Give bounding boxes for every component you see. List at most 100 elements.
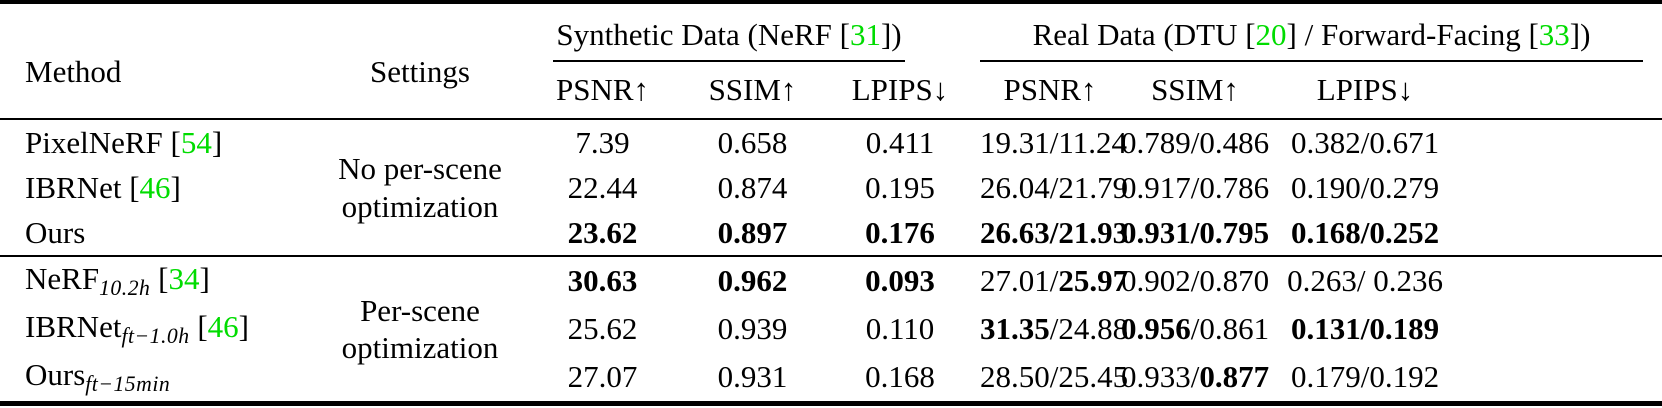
col-header-psnr-synthetic: PSNR↑	[555, 72, 650, 108]
value-ff: 0.252	[1369, 214, 1440, 250]
method-subscript: 10.2h	[99, 276, 151, 301]
citation-number: 54	[180, 124, 212, 160]
spacer-cell	[1460, 305, 1662, 353]
col-header-ssim-real: SSIM↑	[1151, 72, 1239, 108]
slash-separator: /	[1360, 359, 1370, 395]
table-row-pixelnerf: PixelNeRF [54] No per-scene optimization…	[0, 119, 1662, 224]
spacer-cell	[1460, 353, 1662, 404]
cell-real-psnr: 28.50/25.45	[980, 353, 1128, 404]
slash-separator: /	[1360, 169, 1370, 205]
citation-number: 33	[1538, 16, 1570, 52]
value-ff: 25.45	[1058, 359, 1129, 395]
value-ff: 0.861	[1199, 311, 1270, 347]
cell-syn-lpips: 0.110	[865, 311, 935, 347]
citation-bracket: [	[189, 309, 208, 345]
cell-real-psnr: 19.31/11.24	[980, 119, 1127, 165]
table-row-ours-ft: Oursft−15min 27.07 0.931 0.168 28.50/25.…	[0, 353, 1662, 404]
cell-syn-lpips: 0.168	[865, 359, 935, 395]
citation-bracket: [	[162, 124, 181, 160]
spacer-cell	[1460, 119, 1662, 165]
settings-line: No per-scene	[338, 151, 502, 187]
value-ff: 21.79	[1058, 169, 1129, 205]
value-ff: 0.486	[1199, 124, 1270, 160]
slash-separator: /	[1049, 359, 1059, 395]
per-scene-group: NeRF10.2h [34] Per-scene optimization 30…	[0, 256, 1662, 404]
col-group-real: Real Data (DTU [20] / Forward-Facing [33…	[980, 2, 1662, 62]
real-title-text: Real Data (DTU [	[1032, 16, 1256, 52]
slash-separator: /	[1049, 263, 1059, 299]
slash-separator: /	[1190, 124, 1200, 160]
cell-real-lpips: 0.179/0.192	[1270, 353, 1460, 404]
synthetic-title-text: ])	[880, 16, 902, 52]
cell-syn-lpips: 0.093	[865, 263, 935, 299]
table-row-ibrnet-ft: IBRNetft−1.0h [46] 25.62 0.939 0.110 31.…	[0, 305, 1662, 353]
cell-method: IBRNet [46]	[0, 165, 320, 210]
cell-real-lpips: 0.168/0.252	[1270, 210, 1460, 256]
value-ff: 21.93	[1058, 214, 1129, 250]
real-title-text: ] / Forward-Facing [	[1286, 16, 1539, 52]
value-ff: 24.88	[1058, 311, 1129, 347]
cell-method: NeRF10.2h [34]	[0, 256, 320, 305]
method-name: Ours	[25, 357, 86, 393]
cell-real-psnr: 31.35/24.88	[980, 305, 1128, 353]
slash-separator: /	[1049, 214, 1059, 250]
cell-real-ssim: 0.902/0.870	[1120, 256, 1270, 305]
value-ff: 0.877	[1199, 359, 1270, 395]
cell-syn-psnr: 25.62	[567, 311, 638, 347]
value-ff: 0.189	[1369, 311, 1440, 347]
citation-number: 31	[849, 16, 881, 52]
col-header-method: Method	[25, 53, 122, 89]
value-dtu: 0.917	[1120, 169, 1191, 205]
value-dtu: 0.168	[1290, 214, 1361, 250]
value-dtu: 26.04	[980, 169, 1050, 205]
cell-real-lpips: 0.190/0.279	[1270, 165, 1460, 210]
method-name: NeRF	[25, 261, 100, 297]
cell-real-ssim: 0.956/0.861	[1120, 305, 1270, 353]
header-spacer	[1460, 62, 1662, 119]
value-dtu: 0.190	[1290, 169, 1361, 205]
settings-line: optimization	[341, 330, 499, 365]
value-ff: 0.786	[1199, 169, 1270, 205]
settings-line: Per-scene	[360, 292, 480, 328]
cell-syn-ssim: 0.962	[717, 263, 788, 299]
slash-separator: /	[1049, 124, 1059, 160]
slash-separator: /	[1049, 311, 1059, 347]
cell-method: Oursft−15min	[0, 353, 320, 404]
cell-settings-group2: Per-scene optimization	[320, 256, 520, 404]
col-header-settings: Settings	[370, 53, 470, 89]
value-dtu: 28.50	[980, 359, 1050, 395]
cell-real-psnr: 26.04/21.79	[980, 165, 1128, 210]
cell-settings-group1: No per-scene optimization	[320, 119, 520, 256]
cell-real-ssim: 0.917/0.786	[1120, 165, 1270, 210]
col-header-ssim-synthetic: SSIM↑	[708, 72, 797, 108]
slash-separator: /	[1360, 311, 1370, 347]
citation-number: 34	[168, 261, 200, 297]
cell-syn-ssim: 0.897	[717, 214, 788, 250]
citation-bracket: [	[150, 261, 169, 297]
slash-separator: /	[1190, 311, 1200, 347]
citation-number: 46	[139, 169, 171, 205]
cell-syn-ssim: 0.939	[717, 311, 788, 347]
col-header-lpips-synthetic: LPIPS↓	[851, 72, 949, 108]
slash-separator: /	[1190, 263, 1200, 299]
slash-separator: /	[1360, 214, 1370, 250]
value-ff: 0.795	[1199, 214, 1270, 250]
value-dtu: 0.263	[1287, 263, 1357, 299]
cell-syn-psnr: 30.63	[567, 263, 638, 299]
cell-real-ssim: 0.933/0.877	[1120, 353, 1270, 404]
cell-syn-psnr: 22.44	[567, 169, 638, 205]
citation-number: 20	[1255, 16, 1287, 52]
cell-syn-lpips: 0.195	[865, 169, 935, 205]
value-dtu: 27.01	[980, 263, 1050, 299]
slash-separator: /	[1049, 169, 1059, 205]
slash-separator: /	[1190, 359, 1200, 395]
value-dtu: 0.179	[1290, 359, 1361, 395]
table-row-ibrnet: IBRNet [46] 22.44 0.874 0.195 26.04/21.7…	[0, 165, 1662, 210]
no-per-scene-group: PixelNeRF [54] No per-scene optimization…	[0, 119, 1662, 256]
slash-separator: /	[1190, 169, 1200, 205]
spacer-cell	[1460, 256, 1662, 305]
value-ff: 0.279	[1369, 169, 1440, 205]
value-dtu: 19.31	[980, 124, 1050, 160]
method-subscript: ft−15min	[85, 372, 171, 397]
